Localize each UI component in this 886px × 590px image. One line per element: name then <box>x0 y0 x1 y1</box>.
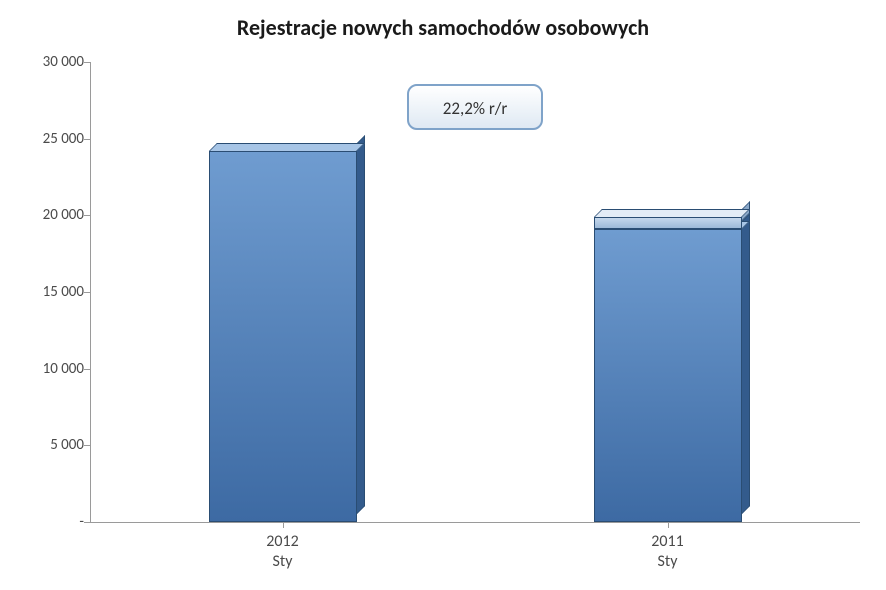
y-tick <box>84 445 90 446</box>
x-category-sublabel: Sty <box>273 552 293 571</box>
y-tick <box>84 62 90 63</box>
y-tick-label: 20 000 <box>14 206 84 224</box>
y-tick-label: - <box>14 513 84 531</box>
y-tick <box>84 369 90 370</box>
y-tick <box>84 215 90 216</box>
chart-title: Rejestracje nowych samochodów osobowych <box>0 14 886 41</box>
y-tick <box>84 292 90 293</box>
x-tick <box>668 522 669 528</box>
x-axis-line <box>90 522 860 523</box>
x-category-label: 2011 <box>651 532 683 551</box>
x-category-label: 2012 <box>266 532 298 551</box>
y-axis-line <box>90 62 91 522</box>
bar-segment <box>594 229 742 522</box>
y-tick <box>84 522 90 523</box>
x-tick <box>283 522 284 528</box>
bar-segment <box>209 151 357 522</box>
y-tick-label: 15 000 <box>14 283 84 301</box>
plot-area: -5 00010 00015 00020 00025 00030 0002012… <box>90 62 860 522</box>
x-category-sublabel: Sty <box>658 552 678 571</box>
callout-badge: 22,2% r/r <box>407 84 543 130</box>
y-tick-label: 10 000 <box>14 360 84 378</box>
bar-chart: Rejestracje nowych samochodów osobowych … <box>0 0 886 590</box>
bar-segment <box>594 217 742 229</box>
y-tick-label: 30 000 <box>14 53 84 71</box>
y-tick-label: 5 000 <box>14 436 84 454</box>
y-tick-label: 25 000 <box>14 130 84 148</box>
y-tick <box>84 139 90 140</box>
